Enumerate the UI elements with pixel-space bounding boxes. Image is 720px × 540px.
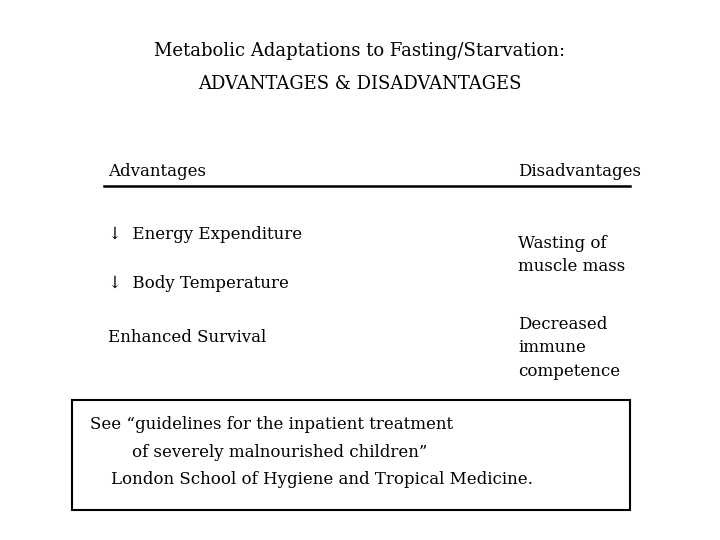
Text: Enhanced Survival: Enhanced Survival <box>108 329 266 346</box>
Text: of severely malnourished children”: of severely malnourished children” <box>90 444 428 461</box>
Text: Advantages: Advantages <box>108 163 206 180</box>
Text: Disadvantages: Disadvantages <box>518 163 642 180</box>
Text: ↓  Energy Expenditure: ↓ Energy Expenditure <box>108 226 302 244</box>
Text: Wasting of
muscle mass: Wasting of muscle mass <box>518 235 626 275</box>
Text: Decreased
immune
competence: Decreased immune competence <box>518 316 621 380</box>
FancyBboxPatch shape <box>72 400 630 510</box>
Text: ADVANTAGES & DISADVANTAGES: ADVANTAGES & DISADVANTAGES <box>198 75 522 93</box>
Text: See “guidelines for the inpatient treatment: See “guidelines for the inpatient treatm… <box>90 416 453 433</box>
Text: ↓  Body Temperature: ↓ Body Temperature <box>108 275 289 292</box>
Text: London School of Hygiene and Tropical Medicine.: London School of Hygiene and Tropical Me… <box>90 471 533 488</box>
Text: Metabolic Adaptations to Fasting/Starvation:: Metabolic Adaptations to Fasting/Starvat… <box>154 42 566 60</box>
